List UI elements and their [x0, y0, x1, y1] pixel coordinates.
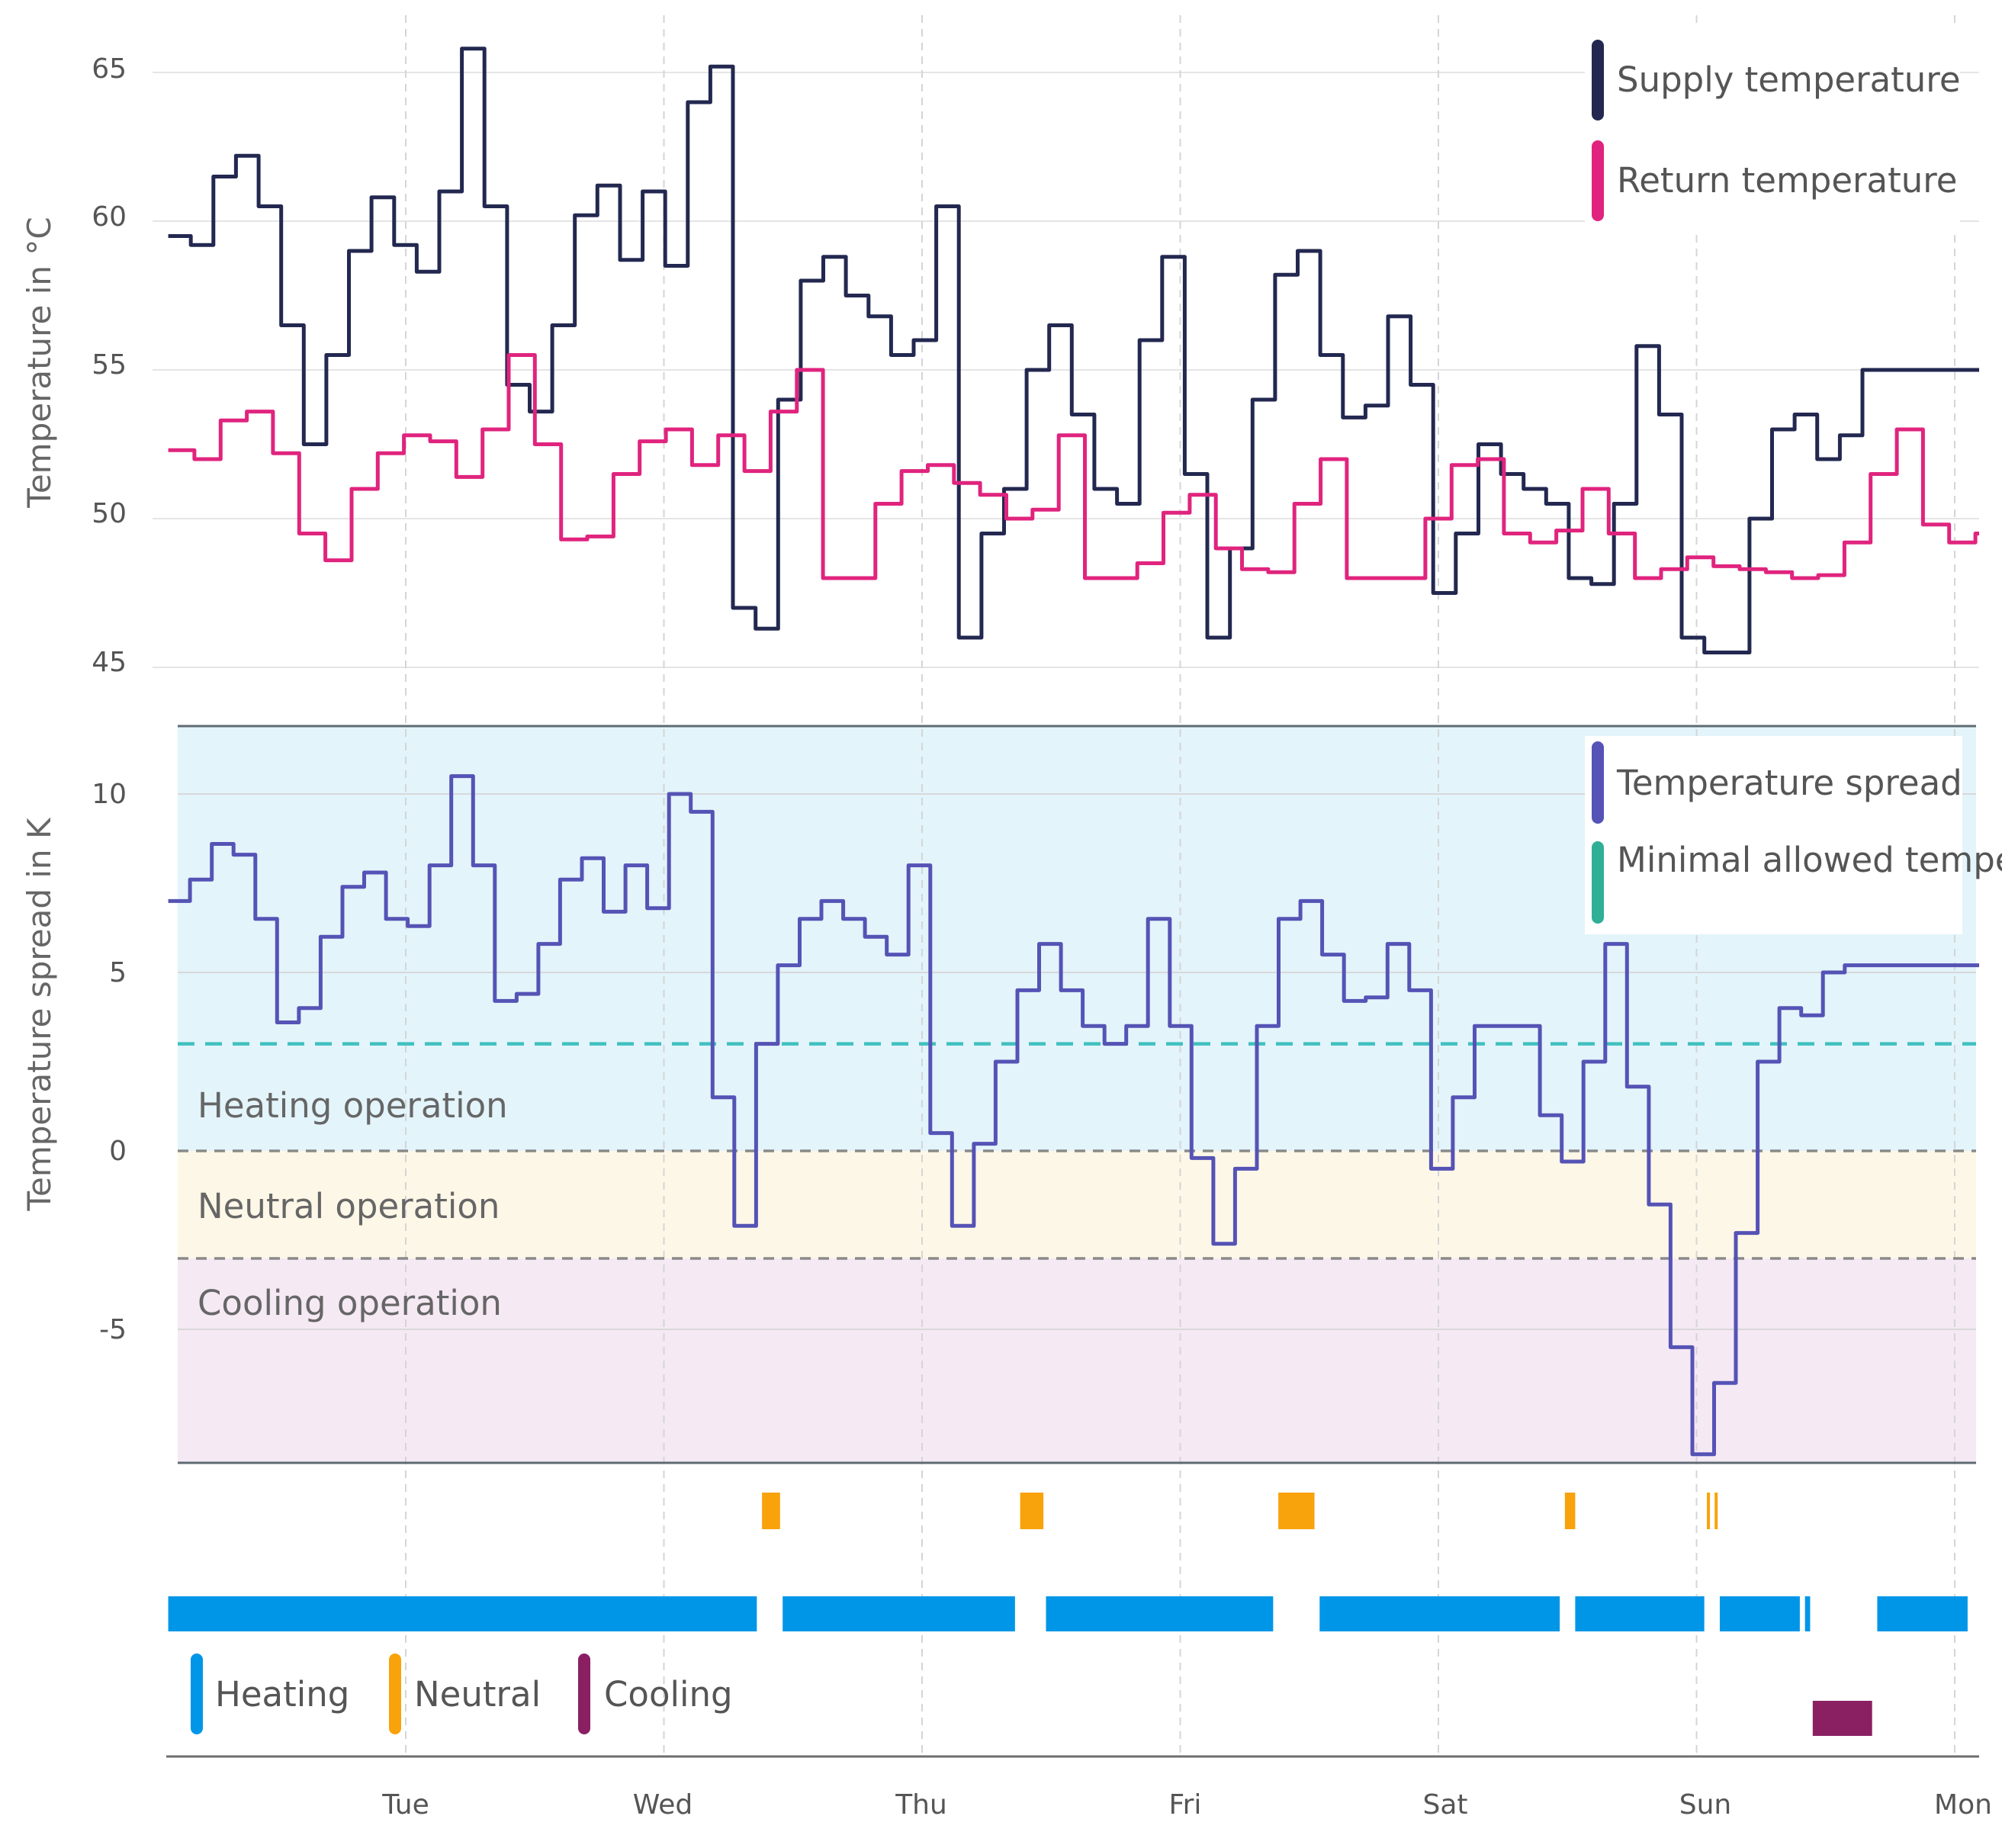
- legend-spread-label: Temperature spread: [1616, 763, 1962, 803]
- return-temperature-line: [168, 353, 1979, 580]
- status-legend: Heating Neutral Cooling: [191, 1654, 733, 1734]
- status-bars: [168, 1493, 1968, 1736]
- cooling-band-label: Cooling operation: [198, 1283, 502, 1323]
- top-y-axis-title: Temperature in °C: [21, 217, 58, 508]
- neutral-period-bar: [1714, 1493, 1718, 1529]
- legend-return-label: Return temperature: [1617, 160, 1957, 201]
- status-legend-heating-swatch: [191, 1654, 203, 1734]
- supply-temperature-line: [168, 47, 1979, 654]
- heating-period-bar: [168, 1596, 757, 1631]
- legend-spread-swatch: [1592, 741, 1604, 824]
- heating-period-bar: [1877, 1596, 1968, 1631]
- legend-supply-swatch: [1592, 40, 1604, 121]
- legend-return-swatch: [1592, 140, 1604, 221]
- x-tick-tue: Tue: [381, 1789, 429, 1821]
- legend-supply-label: Supply temperature: [1617, 59, 1961, 100]
- heating-band-label: Heating operation: [198, 1085, 508, 1126]
- status-legend-cooling-swatch: [578, 1654, 590, 1734]
- heating-period-bar: [1804, 1596, 1811, 1631]
- temperature-spread-line: [168, 774, 1979, 1457]
- neutral-period-bar: [1020, 1493, 1044, 1529]
- bottom-y-tick: 0: [109, 1136, 127, 1167]
- bottom-legend: Temperature spread Minimal allowed tempe…: [1585, 736, 2002, 934]
- cooling-period-bar: [1812, 1701, 1872, 1736]
- heating-period-bar: [1719, 1596, 1800, 1631]
- top-series-group: [168, 47, 1979, 654]
- status-legend-cooling-label: Cooling: [604, 1674, 733, 1715]
- x-tick-sat: Sat: [1422, 1789, 1467, 1821]
- neutral-band: [178, 1151, 1976, 1258]
- status-legend-neutral-label: Neutral: [414, 1674, 541, 1715]
- status-legend-neutral-swatch: [389, 1654, 401, 1734]
- cooling-band: [178, 1258, 1976, 1463]
- bottom-y-tick: 10: [92, 779, 127, 810]
- heating-period-bar: [1575, 1596, 1705, 1631]
- x-tick-fri: Fri: [1169, 1789, 1202, 1821]
- neutral-period-bar: [1564, 1493, 1576, 1529]
- bottom-series-group: [168, 774, 1979, 1457]
- bottom-y-tick: 5: [109, 957, 127, 988]
- status-legend-heating-label: Heating: [215, 1674, 349, 1715]
- top-y-tick: 50: [92, 498, 127, 529]
- bottom-y-ticks: 10 5 0 -5: [92, 779, 127, 1345]
- legend-min-spread-label: Minimal allowed temperature spread: [1617, 840, 2002, 880]
- top-y-ticks: 45 50 55 60 65: [92, 53, 127, 678]
- bottom-legend-background: [1585, 736, 1962, 934]
- x-tick-mon: Mon: [1934, 1789, 1992, 1821]
- top-y-tick: 65: [92, 53, 127, 85]
- neutral-period-bar: [1707, 1493, 1711, 1529]
- top-legend: Supply temperature Return temperature: [1585, 29, 1961, 229]
- neutral-period-bar: [762, 1493, 780, 1529]
- x-tick-sun: Sun: [1679, 1789, 1731, 1821]
- heating-period-bar: [1046, 1596, 1274, 1631]
- top-y-tick: 55: [92, 349, 127, 381]
- x-ticks: Tue Wed Thu Fri Sat Sun Mon: [381, 1789, 1992, 1821]
- neutral-period-bar: [1278, 1493, 1315, 1529]
- bottom-y-tick: -5: [99, 1314, 127, 1345]
- x-tick-wed: Wed: [633, 1789, 693, 1821]
- neutral-band-label: Neutral operation: [198, 1186, 500, 1226]
- heating-period-bar: [782, 1596, 1015, 1631]
- legend-min-spread-swatch: [1592, 841, 1604, 924]
- top-y-tick: 45: [92, 647, 127, 678]
- heating-period-bar: [1319, 1596, 1560, 1631]
- top-y-tick: 60: [92, 201, 127, 233]
- x-tick-thu: Thu: [895, 1789, 947, 1821]
- bottom-y-axis-title: Temperature spread in K: [21, 817, 58, 1212]
- top-legend-background: [1585, 29, 1960, 229]
